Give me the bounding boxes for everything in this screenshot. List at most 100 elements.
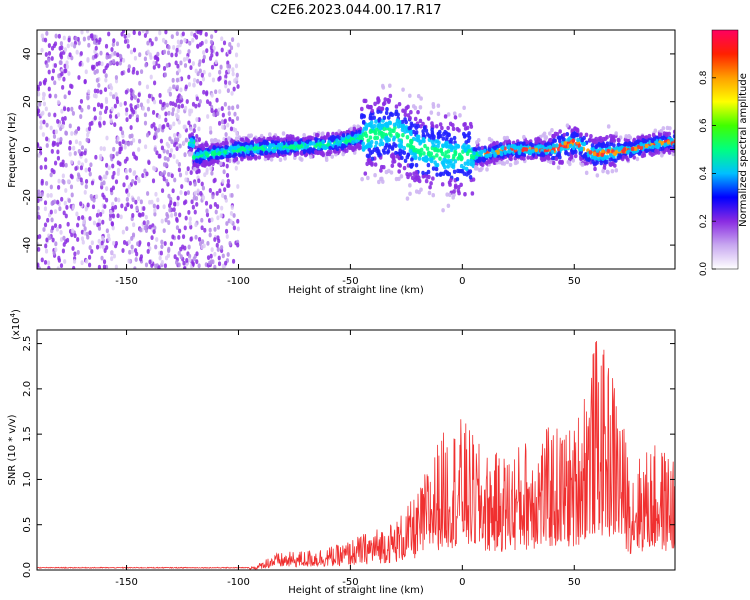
spectrogram-cell — [514, 153, 519, 158]
spectrogram-y-tick-label: -20 — [22, 189, 33, 205]
spectrogram-cell — [197, 178, 201, 184]
spectrogram-cell — [65, 205, 69, 210]
spectrogram-cell — [45, 136, 49, 142]
spectrogram-cell — [595, 148, 600, 153]
spectrogram-cell — [137, 147, 141, 152]
spectrogram-cell — [366, 175, 370, 181]
spectrogram-cell — [101, 244, 106, 250]
spectrogram-cell — [376, 123, 380, 128]
spectrogram-cell — [362, 98, 367, 104]
spectrogram-cell — [327, 151, 332, 157]
spectrogram-cell — [54, 241, 58, 247]
spectrogram-cell — [146, 40, 150, 46]
spectrogram-cell — [61, 116, 65, 122]
spectrogram-cell — [236, 226, 240, 232]
spectrogram-cell — [62, 210, 66, 216]
spectrogram-cell — [200, 181, 204, 187]
spectrogram-cell — [197, 102, 201, 108]
spectrogram-cell — [374, 119, 378, 124]
spectrogram-cell — [175, 159, 179, 165]
spectrogram-cell — [132, 222, 136, 228]
snr-x-tick-label: 50 — [568, 577, 581, 588]
spectrogram-cell — [236, 242, 240, 248]
spectrogram-cell — [49, 192, 53, 198]
spectrogram-cell — [180, 103, 185, 109]
spectrogram-cell — [427, 190, 432, 196]
spectrogram-cell — [77, 75, 81, 80]
spectrogram-cell — [440, 151, 445, 157]
spectrogram-cell — [515, 160, 519, 165]
spectrogram-cell — [198, 68, 202, 74]
spectrogram-cell — [84, 184, 88, 189]
spectrogram-cell — [113, 51, 117, 56]
spectrogram-cell — [74, 166, 78, 171]
spectrogram-cell — [216, 224, 221, 230]
snr-scale-prefix: (x10 — [11, 317, 22, 340]
spectrogram-cell — [571, 158, 576, 163]
spectrogram-cell — [565, 123, 570, 128]
spectrogram-cell — [172, 121, 176, 127]
spectrogram-cell — [145, 132, 150, 138]
spectrogram-cell — [39, 120, 43, 125]
spectrogram-cell — [478, 150, 483, 156]
spectrogram-cell — [549, 137, 553, 143]
spectrogram-cell — [495, 140, 499, 146]
spectrogram-cell — [57, 33, 61, 39]
spectrogram-cell — [468, 169, 473, 174]
spectrogram-cell — [179, 87, 183, 93]
spectrogram-cell — [658, 132, 663, 137]
spectrogram-cell — [143, 56, 148, 62]
spectrogram-cell — [397, 101, 402, 107]
spectrogram-cell — [161, 124, 165, 130]
spectrogram-cell — [421, 136, 426, 142]
spectrogram-cell — [109, 209, 113, 215]
spectrogram-cell — [193, 166, 197, 172]
spectrogram-cell — [137, 30, 142, 36]
spectrogram-cell — [368, 121, 372, 127]
spectrogram-cell — [220, 119, 225, 125]
spectrogram-cell — [104, 96, 108, 102]
spectrogram-cell — [102, 264, 107, 269]
spectrogram-cell — [177, 67, 181, 73]
spectrogram-cell — [217, 151, 221, 156]
spectrogram-cell — [236, 184, 240, 189]
spectrogram-cell — [632, 155, 637, 160]
spectrogram-cell — [220, 155, 224, 160]
spectrogram-cell — [201, 146, 205, 151]
spectrogram-cell — [182, 57, 187, 62]
spectrogram-cell — [85, 258, 89, 264]
spectrogram-cell — [195, 96, 199, 102]
spectrogram-cell — [156, 51, 160, 57]
spectrogram-cell — [217, 255, 221, 261]
spectrogram-cell — [665, 147, 669, 153]
spectrogram-cell — [299, 150, 304, 156]
spectrogram-cell — [289, 144, 293, 150]
spectrogram-cell — [138, 80, 142, 86]
spectrogram-cell — [435, 172, 439, 177]
spectrogram-cell — [129, 125, 133, 130]
spectrogram-cell — [226, 88, 230, 94]
spectrogram-cell — [429, 181, 433, 186]
spectrogram-cell — [215, 51, 219, 57]
spectrogram-cell — [226, 122, 230, 128]
spectrogram-cell — [609, 138, 614, 143]
spectrogram-cell — [127, 258, 131, 264]
spectrogram-cell — [216, 111, 220, 117]
spectrogram-cell — [226, 252, 230, 257]
spectrogram-cell — [394, 109, 399, 114]
spectrogram-cell — [162, 176, 166, 182]
spectrogram-cell — [150, 41, 154, 47]
spectrogram-cell — [212, 145, 217, 150]
spectrogram-cell — [105, 228, 109, 234]
spectrogram-cell — [208, 145, 213, 150]
spectrogram-cell — [221, 112, 225, 118]
spectrogram-cell — [146, 49, 150, 55]
spectrogram-cell — [477, 146, 481, 151]
spectrogram-cell — [54, 129, 58, 135]
spectrogram-cell — [210, 64, 215, 70]
spectrogram-cell — [498, 142, 503, 147]
spectrogram-cell — [98, 243, 102, 249]
spectrogram-cell — [95, 61, 99, 67]
spectrogram-cell — [398, 151, 403, 157]
spectrogram-cell — [79, 114, 83, 119]
